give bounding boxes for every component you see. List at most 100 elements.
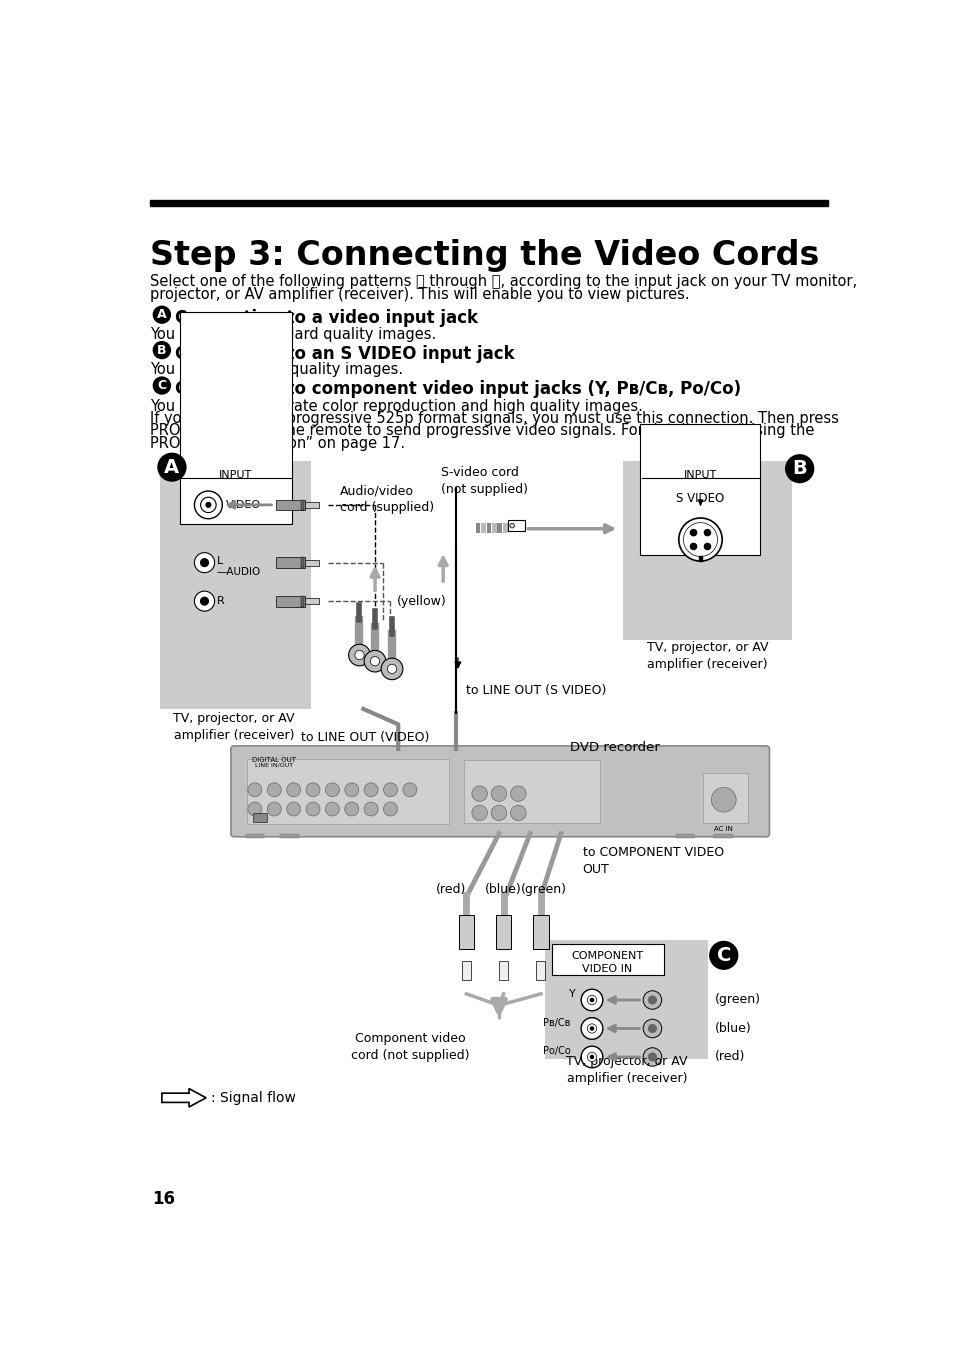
Text: DVD recorder: DVD recorder <box>570 741 659 754</box>
Bar <box>300 596 304 607</box>
Text: TV, projector, or AV
amplifier (receiver): TV, projector, or AV amplifier (receiver… <box>646 641 767 671</box>
Text: : Signal flow: : Signal flow <box>211 1091 295 1105</box>
Circle shape <box>580 990 602 1011</box>
Polygon shape <box>162 1088 206 1107</box>
Circle shape <box>690 530 696 535</box>
Bar <box>300 499 304 510</box>
Circle shape <box>248 783 261 796</box>
Circle shape <box>580 1018 602 1040</box>
Circle shape <box>200 498 216 512</box>
Bar <box>533 914 548 949</box>
Text: You will enjoy high quality images.: You will enjoy high quality images. <box>150 362 403 377</box>
Bar <box>486 523 491 534</box>
Text: L: L <box>216 556 223 566</box>
Circle shape <box>306 802 319 817</box>
Circle shape <box>267 802 281 817</box>
Circle shape <box>709 941 737 969</box>
Circle shape <box>648 996 656 1003</box>
Bar <box>464 760 599 823</box>
Bar <box>497 523 501 534</box>
Text: to COMPONENT VIDEO
OUT: to COMPONENT VIDEO OUT <box>582 846 723 876</box>
Circle shape <box>267 783 281 796</box>
Bar <box>179 312 292 525</box>
Circle shape <box>590 1028 593 1030</box>
Text: TV, projector, or AV
amplifier (receiver): TV, projector, or AV amplifier (receiver… <box>173 713 294 742</box>
Circle shape <box>472 786 487 802</box>
Circle shape <box>206 503 211 507</box>
Text: DIGITAL OUT: DIGITAL OUT <box>252 757 296 763</box>
Text: C: C <box>157 379 166 392</box>
Text: VIDEO: VIDEO <box>226 500 261 510</box>
Text: Select one of the following patterns Ⓐ through Ⓒ, according to the input jack on: Select one of the following patterns Ⓐ t… <box>150 274 857 289</box>
Text: COMPONENT
VIDEO IN: COMPONENT VIDEO IN <box>571 952 643 973</box>
Bar <box>305 598 319 604</box>
Text: (blue): (blue) <box>714 1022 750 1036</box>
Bar <box>699 557 701 561</box>
Bar <box>461 961 471 980</box>
Text: S VIDEO: S VIDEO <box>676 492 724 504</box>
Bar <box>305 560 319 565</box>
Circle shape <box>642 1048 661 1067</box>
Circle shape <box>491 786 506 802</box>
Circle shape <box>194 591 214 611</box>
Text: Audio/video
cord (supplied): Audio/video cord (supplied) <box>340 484 434 514</box>
Text: (red): (red) <box>436 883 466 896</box>
Circle shape <box>679 518 721 561</box>
Text: Pʙ/Cʙ: Pʙ/Cʙ <box>543 1018 570 1028</box>
Text: You will enjoy standard quality images.: You will enjoy standard quality images. <box>150 327 436 342</box>
Text: Connecting to component video input jacks (Y, Pʙ/Cʙ, Pᴏ/Cᴏ): Connecting to component video input jack… <box>174 380 740 397</box>
Circle shape <box>510 786 525 802</box>
Bar <box>280 834 298 838</box>
Text: Y: Y <box>569 990 576 999</box>
Circle shape <box>509 523 514 529</box>
Bar <box>551 944 663 975</box>
Circle shape <box>703 544 710 549</box>
Circle shape <box>383 802 397 817</box>
Circle shape <box>510 806 525 821</box>
Circle shape <box>153 342 171 358</box>
Text: Step 3: Connecting the Video Cords: Step 3: Connecting the Video Cords <box>150 239 819 272</box>
Text: —AUDIO: —AUDIO <box>216 566 261 577</box>
Text: 16: 16 <box>152 1190 174 1209</box>
Text: C: C <box>716 946 730 965</box>
Circle shape <box>286 802 300 817</box>
Bar <box>253 813 267 822</box>
Text: INPUT: INPUT <box>683 470 717 480</box>
Circle shape <box>491 806 506 821</box>
Circle shape <box>370 657 379 665</box>
Text: (green): (green) <box>520 883 566 896</box>
Bar <box>480 523 485 534</box>
Circle shape <box>344 783 358 796</box>
Circle shape <box>153 307 171 323</box>
Circle shape <box>364 783 377 796</box>
Text: AC IN: AC IN <box>714 826 733 831</box>
Bar <box>458 914 474 949</box>
Circle shape <box>590 999 593 1002</box>
Circle shape <box>381 658 402 680</box>
Text: (red): (red) <box>714 1051 744 1064</box>
Bar <box>492 523 497 534</box>
Text: A: A <box>164 458 179 477</box>
Circle shape <box>711 787 736 813</box>
Text: A: A <box>157 308 167 322</box>
Text: S-video cord
(not supplied): S-video cord (not supplied) <box>440 466 527 496</box>
Circle shape <box>344 802 358 817</box>
Bar <box>639 425 760 554</box>
Text: TV, projector, or AV
amplifier (receiver): TV, projector, or AV amplifier (receiver… <box>565 1056 687 1086</box>
Circle shape <box>785 454 813 483</box>
Text: to LINE OUT (VIDEO): to LINE OUT (VIDEO) <box>301 730 429 744</box>
Bar <box>702 773 747 823</box>
Text: You will enjoy accurate color reproduction and high quality images.: You will enjoy accurate color reproducti… <box>150 399 642 414</box>
Text: (green): (green) <box>714 994 760 1006</box>
Text: to LINE OUT (S VIDEO): to LINE OUT (S VIDEO) <box>465 684 605 698</box>
Circle shape <box>355 650 364 660</box>
Bar <box>305 502 319 508</box>
Circle shape <box>194 491 222 519</box>
Circle shape <box>642 1019 661 1038</box>
Circle shape <box>587 1052 596 1061</box>
Circle shape <box>648 1053 656 1061</box>
Circle shape <box>590 1056 593 1059</box>
Circle shape <box>587 995 596 1005</box>
Bar <box>508 521 525 531</box>
Circle shape <box>200 598 208 604</box>
